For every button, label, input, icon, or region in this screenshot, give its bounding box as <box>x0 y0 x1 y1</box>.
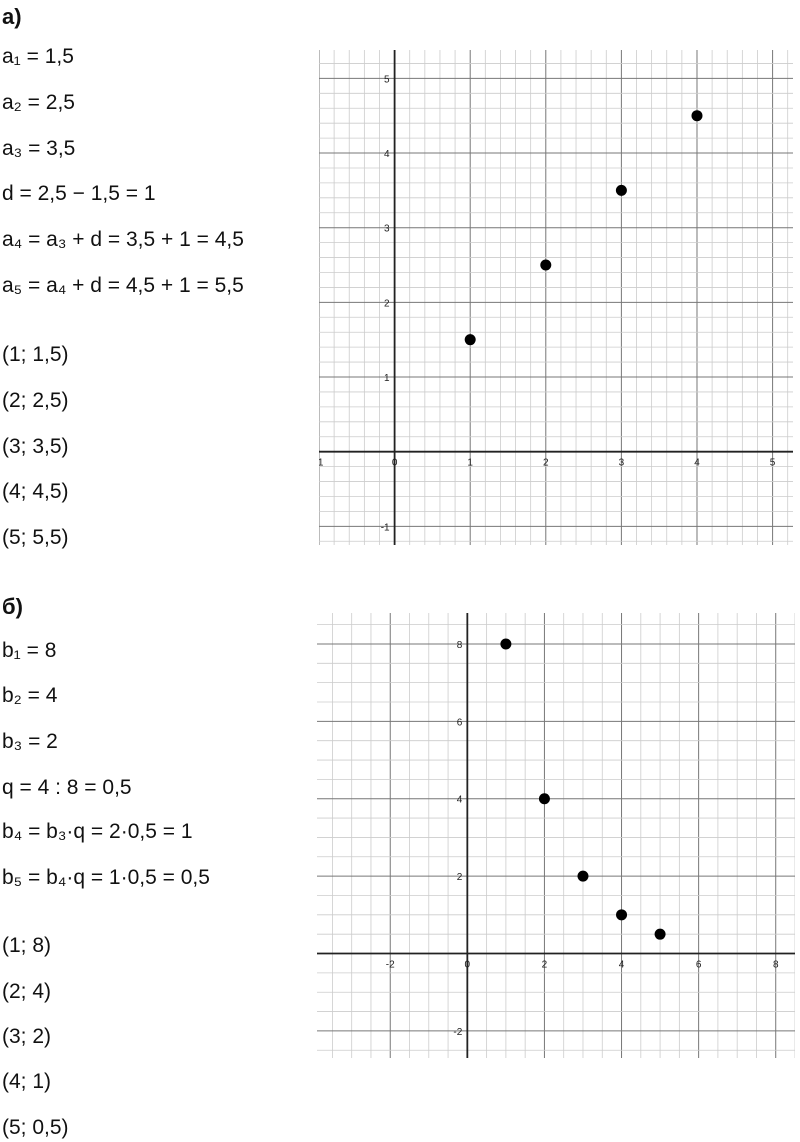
formula-line: a₁ = 1,5 <box>2 45 74 68</box>
y-tick-label: 8 <box>457 640 463 651</box>
point-line: (4; 4,5) <box>2 480 69 503</box>
formula-line: b₂ = 4 <box>2 684 58 707</box>
y-tick-label: 6 <box>457 717 463 728</box>
chart-b: -2 0 2 4 6 8 -2 2 4 6 8 <box>317 613 795 1058</box>
y-tick-label: -2 <box>453 1027 462 1038</box>
section-a-heading: а) <box>2 4 22 29</box>
y-tick-label: 4 <box>457 795 463 806</box>
point-line: (3; 3,5) <box>2 435 69 458</box>
point-line: (2; 2,5) <box>2 389 69 412</box>
data-point <box>540 259 552 271</box>
x-tick-label: 6 <box>696 960 702 971</box>
formula-line: b₅ = b₄·q = 1·0,5 = 0,5 <box>2 866 210 889</box>
formula-line: q = 4 : 8 = 0,5 <box>2 776 132 799</box>
x-tick-label: 8 <box>773 960 779 971</box>
data-point <box>577 870 589 882</box>
chart-a: -1 0 1 2 3 4 5 -1 1 2 3 4 5 <box>319 50 793 545</box>
y-tick-label: -1 <box>381 522 390 533</box>
data-point <box>654 928 666 940</box>
x-tick-label: -1 <box>319 458 324 469</box>
point-line: (2; 4) <box>2 980 52 1003</box>
formula-line: b₄ = b₃·q = 2·0,5 = 1 <box>2 820 193 843</box>
y-tick-label: 3 <box>384 224 390 235</box>
x-tick-label: 5 <box>770 458 776 469</box>
data-point <box>691 110 703 122</box>
x-tick-label: 4 <box>619 960 625 971</box>
point-line: (1; 8) <box>2 934 52 957</box>
y-tick-label: 2 <box>457 872 463 883</box>
point-line: (5; 0,5) <box>2 1116 69 1139</box>
point-line: (5; 5,5) <box>2 526 69 549</box>
x-tick-label: 0 <box>392 458 398 469</box>
point-line: (1; 1,5) <box>2 343 69 366</box>
section-b-heading: б) <box>2 594 23 619</box>
formula-line: a₃ = 3,5 <box>2 137 76 160</box>
formula-line: d = 2,5 − 1,5 = 1 <box>2 182 156 205</box>
formula-line: a₂ = 2,5 <box>2 91 75 114</box>
formula-line: a₄ = a₃ + d = 3,5 + 1 = 4,5 <box>2 228 244 251</box>
data-point <box>500 638 512 650</box>
x-tick-label: 4 <box>694 458 700 469</box>
y-tick-label: 2 <box>384 298 390 309</box>
x-tick-label: 0 <box>465 960 471 971</box>
y-tick-label: 1 <box>384 373 390 384</box>
x-tick-label: 2 <box>543 458 549 469</box>
formula-line: b₁ = 8 <box>2 639 57 662</box>
formula-line: b₃ = 2 <box>2 730 58 753</box>
point-line: (3; 2) <box>2 1025 52 1048</box>
formula-line: a₅ = a₄ + d = 4,5 + 1 = 5,5 <box>2 274 244 297</box>
point-line: (4; 1) <box>2 1070 52 1093</box>
x-tick-label: -2 <box>386 960 395 971</box>
x-tick-label: 2 <box>542 960 548 971</box>
data-point <box>538 793 550 805</box>
data-point <box>464 334 476 346</box>
y-tick-label: 5 <box>384 74 390 85</box>
data-point <box>616 909 628 921</box>
data-point <box>615 184 627 196</box>
x-tick-label: 3 <box>619 458 625 469</box>
y-tick-label: 4 <box>384 149 390 160</box>
x-tick-label: 1 <box>467 458 473 469</box>
